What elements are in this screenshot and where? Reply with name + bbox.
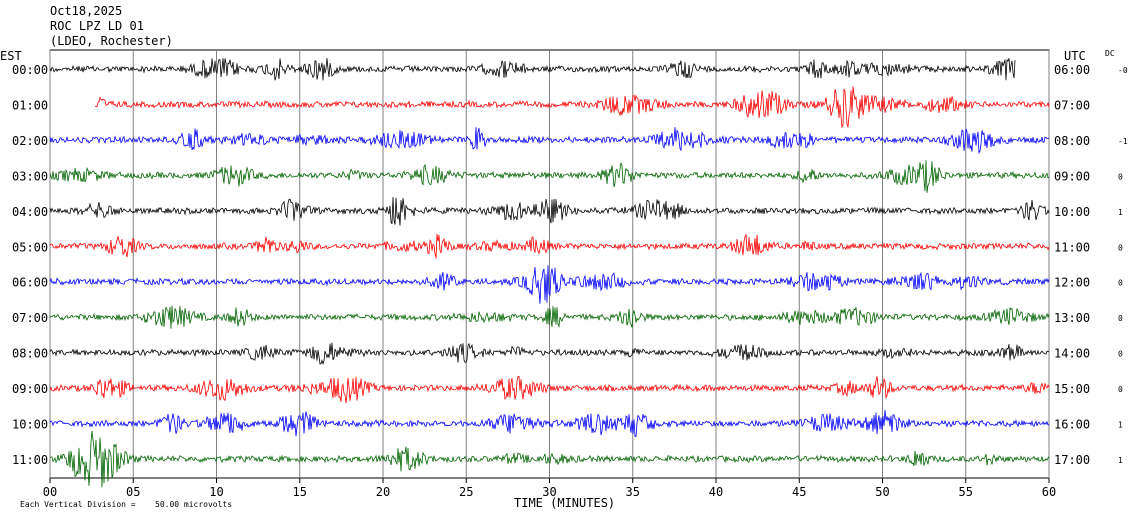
dc-offset-label: 1 (1118, 208, 1123, 217)
est-row-label: 09:00 (12, 382, 48, 396)
x-tick-label: 05 (126, 485, 140, 499)
utc-row-label: 13:00 (1054, 311, 1090, 325)
x-tick-label: 45 (792, 485, 806, 499)
seismogram-trace (49, 58, 1016, 81)
grid-lines (49, 49, 1050, 483)
utc-row-label: 14:00 (1054, 347, 1090, 361)
dc-offset-label: 0 (1118, 279, 1123, 288)
utc-axis-label: UTC (1064, 49, 1086, 63)
dc-offset-label: 1 (1118, 456, 1123, 465)
x-tick-label: 00 (43, 485, 57, 499)
seismogram-trace (49, 197, 1050, 226)
scale-note: Each Vertical Division = (20, 500, 136, 509)
utc-row-label: 12:00 (1054, 276, 1090, 290)
seismogram-trace (94, 86, 1050, 129)
est-row-label: 02:00 (12, 134, 48, 148)
est-row-label: 10:00 (12, 418, 48, 432)
est-row-label: 11:00 (12, 453, 48, 467)
seismogram-traces (49, 58, 1050, 488)
utc-row-label: 11:00 (1054, 240, 1090, 254)
seismogram-trace (49, 160, 1050, 193)
seismogram-trace (49, 375, 1050, 404)
x-tick-label: 55 (959, 485, 973, 499)
utc-row-label: 06:00 (1054, 63, 1090, 77)
est-row-label: 08:00 (12, 347, 48, 361)
x-tick-label: 35 (626, 485, 640, 499)
x-axis-title: TIME (MINUTES) (514, 496, 615, 510)
x-tick-label: 20 (376, 485, 390, 499)
dc-label: DC (1105, 49, 1115, 58)
dc-offset-label: 1 (1118, 421, 1123, 430)
est-axis-label: EST (0, 49, 22, 63)
x-tick-label: 60 (1042, 485, 1056, 499)
x-tick-label: 40 (709, 485, 723, 499)
est-row-label: 07:00 (12, 311, 48, 325)
est-row-label: 06:00 (12, 276, 48, 290)
chart-date: Oct18,2025 (50, 4, 123, 18)
dc-offset-label: 0 (1118, 172, 1123, 181)
dc-offset-label: 0 (1118, 314, 1123, 323)
dc-offset-label: 0 (1118, 385, 1123, 394)
est-row-label: 01:00 (12, 98, 48, 112)
seismogram-trace (49, 305, 1050, 329)
utc-row-label: 15:00 (1054, 382, 1090, 396)
dc-offset-label: -1 (1118, 137, 1128, 146)
seismogram-trace (49, 342, 1050, 365)
x-tick-label: 50 (875, 485, 889, 499)
seismogram-trace (49, 430, 1050, 488)
x-tick-label: 10 (209, 485, 223, 499)
utc-row-label: 17:00 (1054, 453, 1090, 467)
utc-row-label: 10:00 (1054, 205, 1090, 219)
dc-offset-label: 0 (1118, 243, 1123, 252)
utc-row-label: 09:00 (1054, 169, 1090, 183)
utc-row-label: 07:00 (1054, 98, 1090, 112)
seismogram-trace (49, 409, 1050, 437)
est-row-label: 03:00 (12, 169, 48, 183)
utc-row-label: 08:00 (1054, 134, 1090, 148)
dc-offset-label: 0 (1118, 350, 1123, 359)
seismogram-trace (49, 233, 1050, 259)
est-row-label: 00:00 (12, 63, 48, 77)
chart-network: (LDEO, Rochester) (50, 34, 173, 48)
utc-row-label: 16:00 (1054, 418, 1090, 432)
seismogram-trace (49, 127, 1050, 155)
seismogram-trace (49, 265, 1050, 304)
est-row-label: 05:00 (12, 240, 48, 254)
chart-station: ROC LPZ LD 01 (50, 19, 144, 33)
x-tick-label: 30 (542, 485, 556, 499)
x-tick-label: 15 (293, 485, 307, 499)
est-row-label: 04:00 (12, 205, 48, 219)
dc-offset-label: -0 (1118, 66, 1128, 75)
scale-value: 50.00 microvolts (155, 500, 232, 509)
x-tick-label: 25 (459, 485, 473, 499)
